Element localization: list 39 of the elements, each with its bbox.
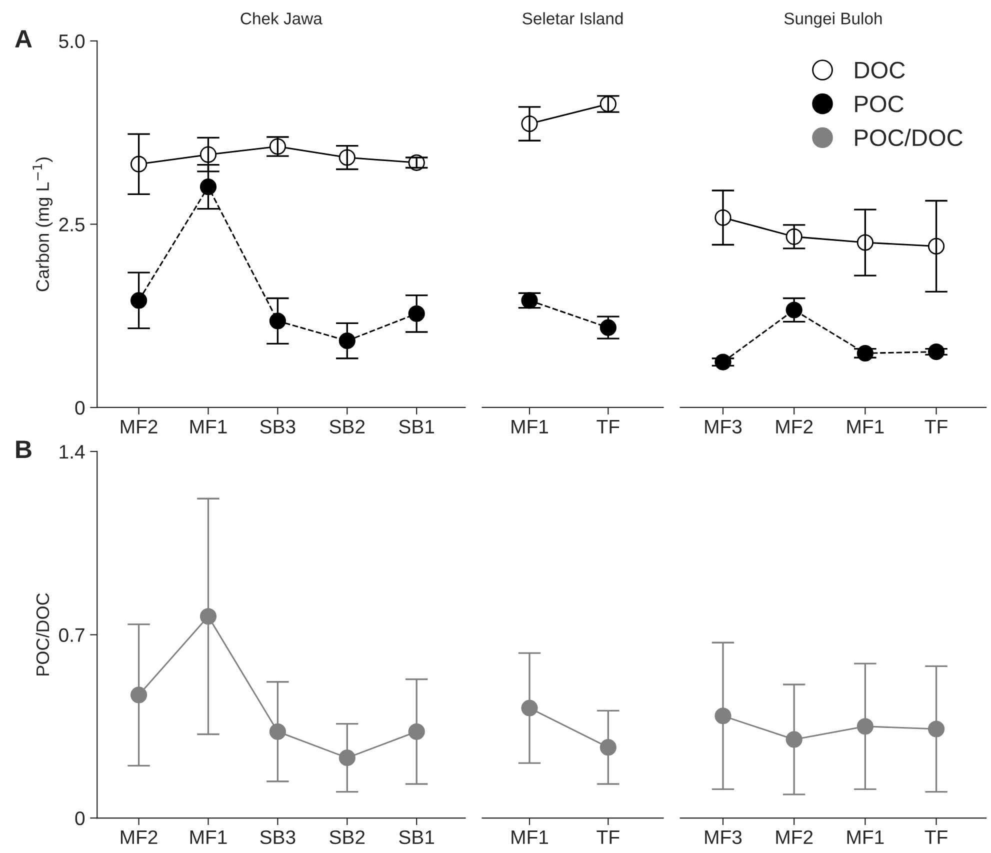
x-tick-label: TF (596, 830, 620, 844)
x-tick-label: SB3 (260, 420, 296, 434)
chart-title: Chek Jawa (240, 12, 322, 24)
text: A (15, 30, 32, 48)
x-tick-label: MF2 (120, 420, 158, 434)
x-tick-label: MF2 (120, 830, 158, 844)
x-tick-label: MF1 (190, 830, 227, 844)
point (200, 178, 217, 196)
x-tick-label: MF2 (776, 830, 813, 844)
x-tick-label: MF2 (776, 420, 813, 434)
x-tick-label: MF1 (512, 420, 548, 434)
x-tick-label: MF1 (512, 830, 548, 844)
y-tick-label: 0.7 (59, 628, 84, 642)
y-axis-title: Carbon (mg L$^{−1}$) (32, 158, 53, 292)
x-tick-label: SB2 (330, 830, 365, 844)
x-tick-label: SB2 (330, 420, 365, 434)
x-tick-label: SB1 (399, 420, 434, 434)
x-tick-label: TF (924, 830, 948, 844)
legend-label: POC/DOC (855, 128, 962, 146)
x-tick-label: TF (596, 420, 620, 434)
y-tick-label: 5.0 (59, 34, 85, 48)
y-tick-label: 1.4 (60, 445, 85, 459)
y-tick-label: 0 (75, 400, 85, 415)
x-tick-label: MF3 (705, 420, 742, 434)
legend-label: POC (855, 96, 904, 112)
y-tick-label: 2.5 (59, 218, 84, 232)
x-tick-label: SB3 (260, 830, 296, 844)
x-tick-label: MF1 (847, 830, 884, 844)
legend-label: DOC (855, 62, 905, 78)
y-axis-title: POC/DOC (36, 593, 50, 676)
text: B (16, 440, 32, 458)
x-tick-label: MF3 (705, 830, 742, 844)
x-tick-label: TF (924, 420, 948, 434)
x-tick-label: MF1 (190, 420, 227, 434)
x-tick-label: SB1 (399, 830, 434, 844)
y-tick-label: 0 (75, 811, 85, 826)
chart-title: Sungei Buloh (784, 12, 882, 28)
chart-title: Seletar Island (522, 12, 623, 24)
x-tick-label: MF1 (847, 420, 884, 434)
